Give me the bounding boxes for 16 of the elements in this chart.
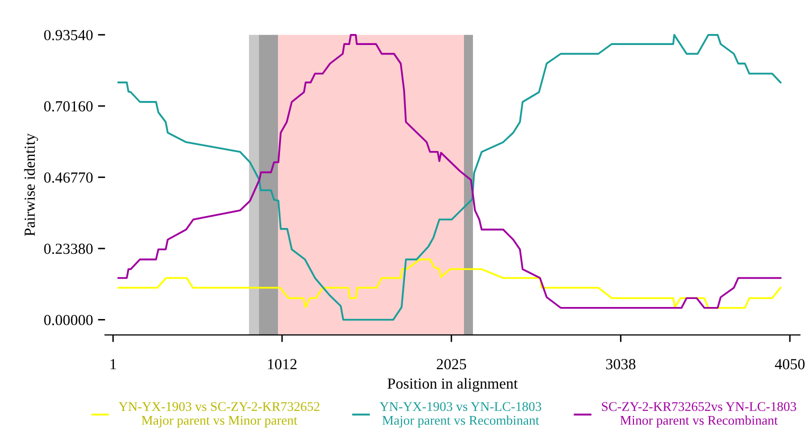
x-tick-label: 1 bbox=[110, 359, 116, 370]
y-tick-label: 0.70160 bbox=[44, 101, 93, 112]
y-axis-title: Pairwise identity bbox=[24, 133, 38, 236]
x-tick-label: 3038 bbox=[606, 359, 636, 370]
y-tick-label: 0.23380 bbox=[44, 244, 93, 254]
y-tick-label: 0.46770 bbox=[44, 172, 93, 183]
x-tick-label: 4050 bbox=[774, 359, 805, 370]
y-tick-label: 0.93540 bbox=[44, 30, 93, 40]
x-tick-label: 2025 bbox=[436, 359, 466, 370]
x-tick-label: 1012 bbox=[268, 359, 296, 370]
y-tick-label: 0.00000 bbox=[44, 314, 93, 326]
line-series bbox=[118, 258, 782, 309]
legend-label: YN-YX-1903 vs SC-ZY-2-KR732652 Major parent vs Minor parent bbox=[118, 402, 320, 428]
x-axis-title: Position in alignment bbox=[388, 378, 518, 392]
legend-label: SC-ZY-2-KR732652vs YN-LC-1803 Minor parent vs Recombinant bbox=[602, 402, 796, 428]
legend-label: YN-YX-1903 vs YN-LC-1803 Major parent vs Recombinant bbox=[380, 402, 542, 428]
